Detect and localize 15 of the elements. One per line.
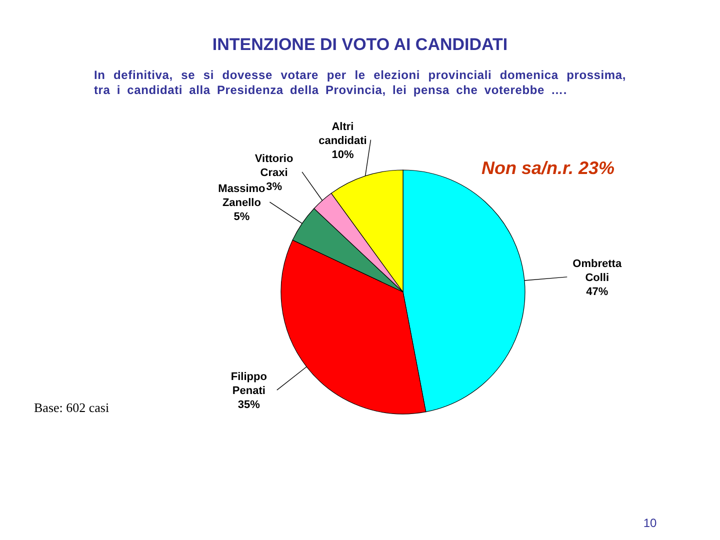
data-label: 10% xyxy=(332,148,354,161)
chart-subtitle: In definitiva, se si dovesse votare per le elezioni provinciali domenica prossima, tra i candidati alla Presidenza della Provincia, lei pensa che voterebbe …. xyxy=(94,68,626,98)
slice-label: Vittorio Craxi xyxy=(254,152,294,179)
slice-label: Altri candidati xyxy=(318,120,367,147)
data-label: 3% xyxy=(266,180,282,193)
chart-title: INTENZIONE DI VOTO AI CANDIDATI xyxy=(212,35,508,54)
text: Non sa/n.r. 23% xyxy=(481,158,615,178)
data-label: 5% xyxy=(234,211,250,224)
text: Base: 602 casi xyxy=(34,400,110,415)
data-label: 47% xyxy=(586,286,608,298)
data-label: 35% xyxy=(238,399,260,412)
slice-label: Massimo Zanello xyxy=(218,183,266,210)
slice-label: Filippo Penati xyxy=(230,371,268,398)
slice-label: Ombretta Colli xyxy=(572,258,622,284)
text: 10 xyxy=(643,516,657,530)
